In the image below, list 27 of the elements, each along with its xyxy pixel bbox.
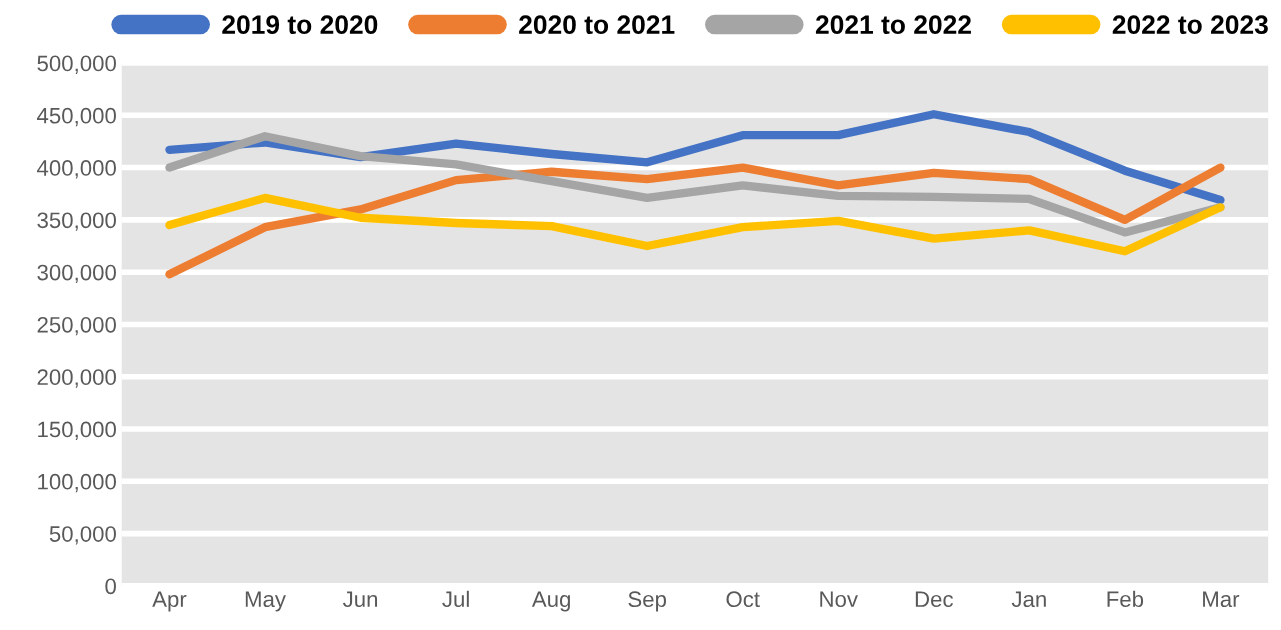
y-tick-label: 50,000	[49, 526, 116, 545]
x-tick-label: May	[245, 591, 286, 612]
y-tick-label: 500,000	[37, 55, 116, 74]
y-tick-label: 0	[105, 578, 116, 595]
y-tick-label: 450,000	[37, 107, 116, 127]
x-tick-label: Mar	[1203, 591, 1240, 608]
x-tick-label: Oct	[726, 591, 760, 608]
y-tick-label: 300,000	[37, 264, 116, 284]
x-tick-label: Aug	[531, 591, 570, 612]
y-tick-label: 350,000	[37, 212, 116, 231]
y-tick-label: 200,000	[37, 369, 116, 388]
legend-label: 2019 to 2020	[222, 15, 378, 35]
y-tick-label: 150,000	[38, 421, 116, 440]
x-tick-label: Dec	[915, 591, 953, 608]
y-tick-label: 100,000	[38, 473, 116, 493]
x-tick-label: Jun	[342, 591, 378, 608]
legend-label: 2021 to 2022	[815, 15, 971, 35]
y-tick-label: 400,000	[37, 160, 116, 179]
legend-label: 2022 to 2023	[1112, 15, 1268, 35]
x-tick-label: Jan	[1011, 591, 1046, 608]
x-tick-label: Sep	[628, 591, 667, 612]
legend-label: 2020 to 2021	[519, 15, 675, 35]
x-tick-label: Feb	[1107, 590, 1144, 608]
x-tick-label: Nov	[820, 591, 858, 608]
y-tick-label: 250,000	[37, 316, 116, 336]
x-tick-label: Apr	[152, 591, 187, 612]
x-tick-label: Jul	[442, 590, 469, 608]
